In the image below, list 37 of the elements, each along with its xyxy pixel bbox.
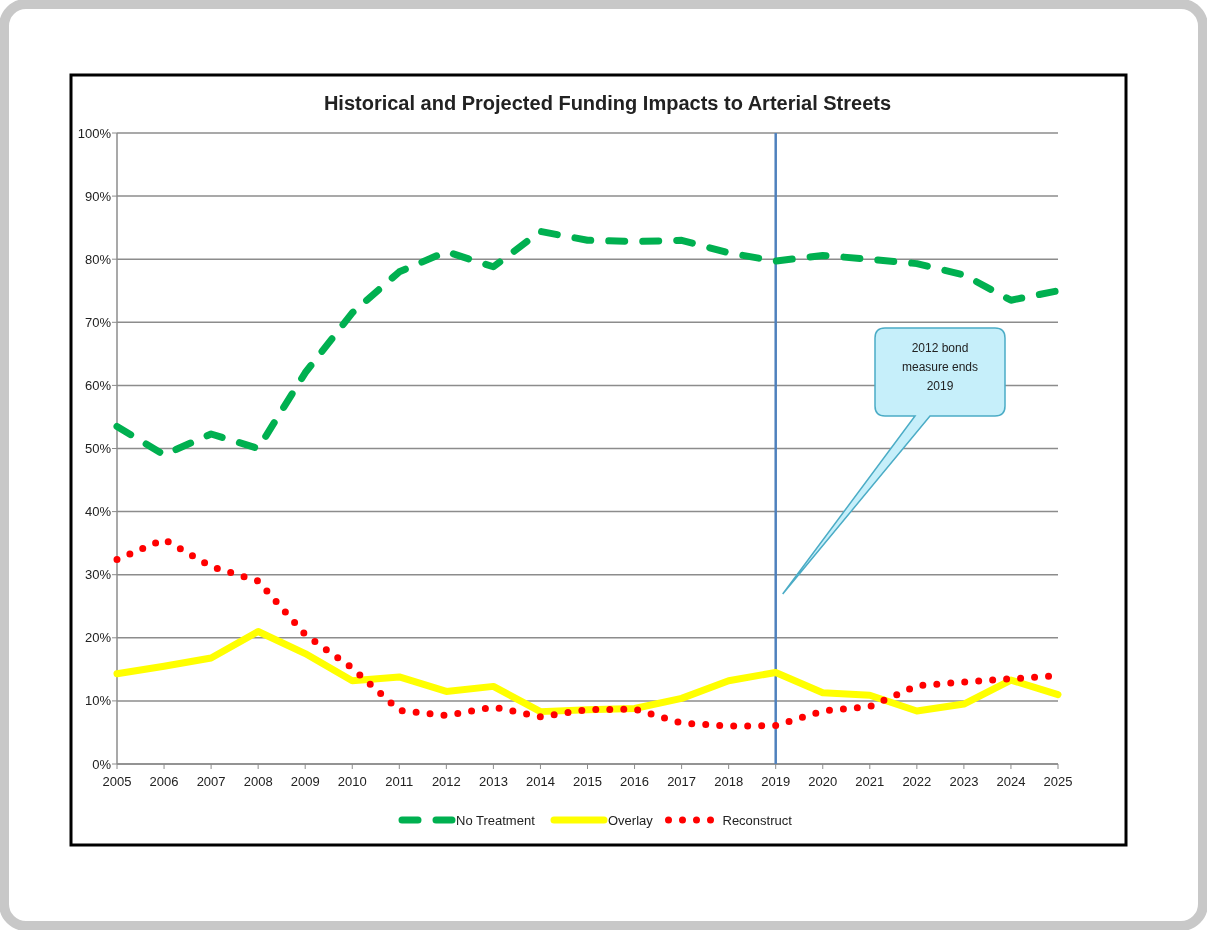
x-tick-label: 2008 <box>243 774 273 789</box>
x-tick-label: 2023 <box>949 774 979 789</box>
annotation: 2012 bond measure ends 2019 <box>901 341 979 393</box>
x-tick-label: 2016 <box>620 774 650 789</box>
y-tick-label: 100% <box>77 125 112 141</box>
x-tick-label: 2011 <box>385 774 414 789</box>
x-tick-label: 2012 <box>431 774 461 789</box>
y-tick-label: 20% <box>84 630 112 646</box>
y-tick-label: 80% <box>84 251 112 267</box>
x-tick-label: 2015 <box>573 774 602 789</box>
x-tick-label: 2013 <box>478 774 508 789</box>
x-tick-label: 2005 <box>102 774 132 789</box>
chart-title: Historical and Projected Funding Impacts to Arterial Streets <box>323 92 892 114</box>
x-tick-label: 2022 <box>902 774 932 789</box>
x-tick-label: 2009 <box>290 774 320 789</box>
x-tick-label: 2007 <box>196 774 226 789</box>
x-tick-label: 2014 <box>525 774 555 789</box>
y-tick-label: 90% <box>84 188 112 204</box>
y-tick-label: 40% <box>84 504 112 520</box>
y-tick-label: 60% <box>84 377 112 393</box>
x-tick-label: 2010 <box>337 774 367 789</box>
x-tick-label: 2019 <box>761 774 791 789</box>
y-tick-label: 30% <box>84 567 112 583</box>
x-tick-label: 2017 <box>667 774 697 789</box>
legend-label: No Treatment <box>456 812 536 828</box>
x-tick-label: 2021 <box>855 774 885 789</box>
x-tick-label: 2025 <box>1043 774 1073 789</box>
x-tick-label: 2020 <box>808 774 838 789</box>
x-tick-label: 2024 <box>996 774 1026 789</box>
y-tick-label: 10% <box>84 693 112 709</box>
y-tick-label: 0% <box>92 756 112 772</box>
x-tick-label: 2018 <box>714 774 744 789</box>
y-tick-label: 50% <box>84 441 112 456</box>
y-tick-label: 70% <box>84 314 112 330</box>
legend-label: Overlay <box>608 812 654 828</box>
x-tick-label: 2006 <box>149 774 179 789</box>
legend-label: Reconstruct <box>722 812 793 828</box>
